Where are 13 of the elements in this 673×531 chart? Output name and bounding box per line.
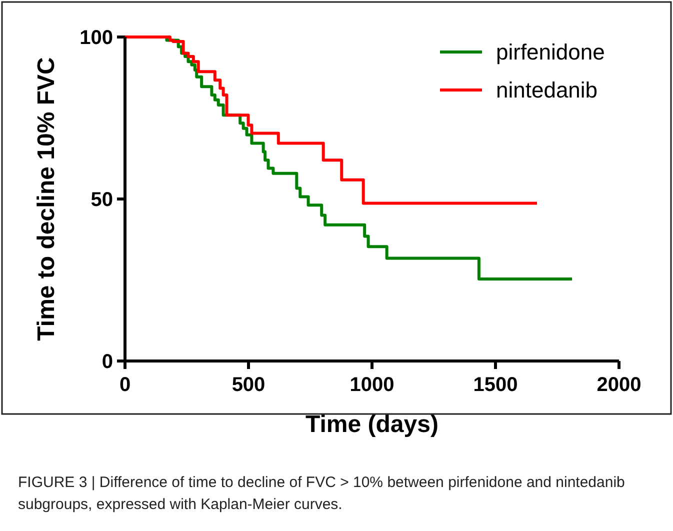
y-axis-title: Time to decline 10% FVC — [33, 57, 60, 341]
caption: FIGURE 3 | Difference of time to decline of FVC > 10% between pirfenidone and nintedanib subgroups, expressed with Kaplan-Meier curves. — [18, 473, 626, 515]
y-tick-label: 0 — [102, 351, 113, 373]
legend-label: nintedanib — [496, 78, 598, 103]
x-tick-label: 500 — [232, 374, 266, 396]
x-tick-label: 2000 — [596, 374, 642, 396]
y-tick-label: 100 — [80, 27, 113, 49]
x-tick-label: 0 — [119, 374, 131, 396]
x-tick-label: 1000 — [350, 374, 394, 396]
x-tick-label: 1500 — [473, 374, 518, 396]
y-tick-label: 50 — [90, 189, 113, 211]
legend-label: pirfenidone — [496, 40, 605, 65]
x-axis-title: Time (days) — [306, 411, 438, 438]
